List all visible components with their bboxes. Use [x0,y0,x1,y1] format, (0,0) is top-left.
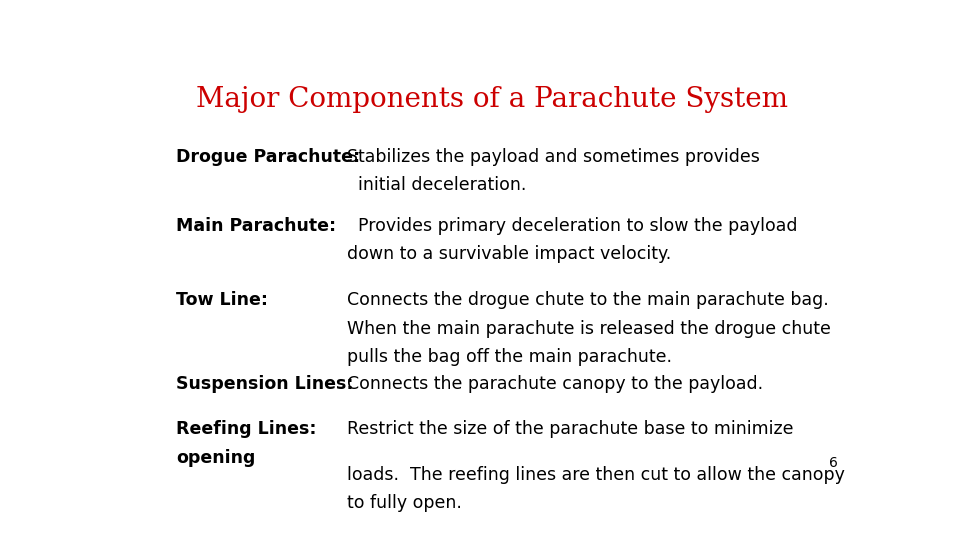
Text: Connects the drogue chute to the main parachute bag.: Connects the drogue chute to the main pa… [347,292,828,309]
Text: Suspension Lines:: Suspension Lines: [176,375,353,393]
Text: to fully open.: to fully open. [347,494,462,512]
Text: Tow Line:: Tow Line: [176,292,268,309]
Text: initial deceleration.: initial deceleration. [347,176,526,194]
Text: Reefing Lines:: Reefing Lines: [176,420,316,438]
Text: loads.  The reefing lines are then cut to allow the canopy: loads. The reefing lines are then cut to… [347,465,845,483]
Text: Restrict the size of the parachute base to minimize: Restrict the size of the parachute base … [347,420,793,438]
Text: When the main parachute is released the drogue chute: When the main parachute is released the … [347,320,830,338]
Text: opening: opening [176,449,255,467]
Text: down to a survivable impact velocity.: down to a survivable impact velocity. [347,245,671,263]
Text: Stabilizes the payload and sometimes provides: Stabilizes the payload and sometimes pro… [347,148,759,166]
Text: Major Components of a Parachute System: Major Components of a Parachute System [196,85,788,113]
Text: 6: 6 [829,456,838,470]
Text: Main Parachute:: Main Parachute: [176,217,336,234]
Text: Connects the parachute canopy to the payload.: Connects the parachute canopy to the pay… [347,375,763,393]
Text: pulls the bag off the main parachute.: pulls the bag off the main parachute. [347,348,672,366]
Text: Drogue Parachute:: Drogue Parachute: [176,148,360,166]
Text: Provides primary deceleration to slow the payload: Provides primary deceleration to slow th… [347,217,798,234]
